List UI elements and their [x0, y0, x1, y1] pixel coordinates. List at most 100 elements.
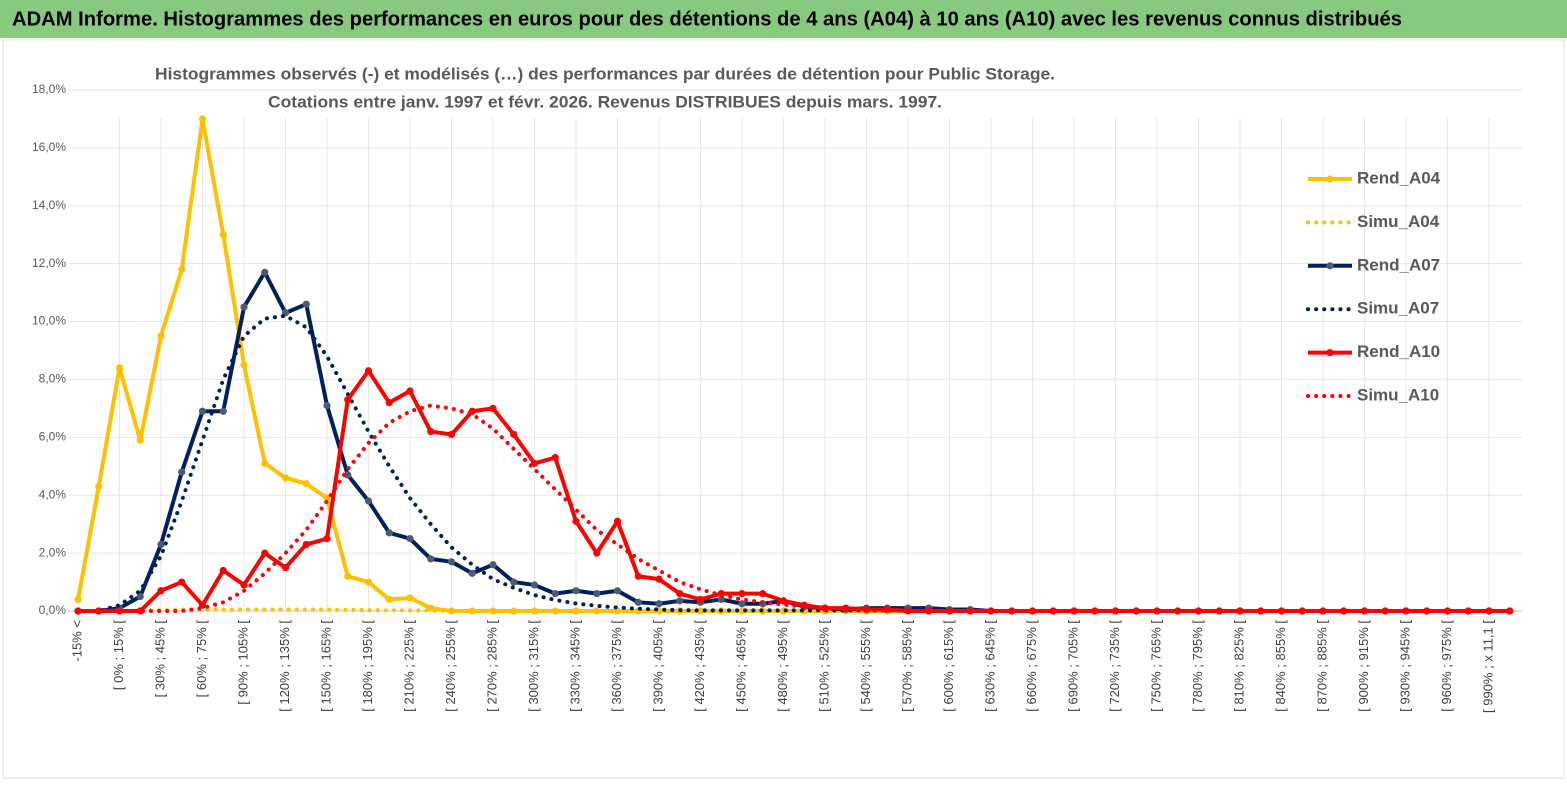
y-tick-label: 4,0% — [39, 487, 67, 501]
x-tick-label: [ 600% ; 615% [ — [941, 620, 956, 712]
y-tick-label: 10,0% — [32, 314, 66, 328]
chart-border — [2, 39, 1565, 779]
header-title: ADAM Informe. Histogrammes des performan… — [12, 8, 1402, 30]
series-marker — [261, 549, 269, 557]
y-tick-label: 0,0% — [39, 603, 67, 617]
series-marker — [530, 607, 539, 615]
x-tick-label: [ 690% ; 705% [ — [1065, 620, 1080, 712]
series-marker — [157, 587, 165, 595]
series-marker — [344, 572, 352, 580]
series-marker — [219, 231, 227, 239]
series-marker — [427, 427, 435, 436]
series-marker — [427, 555, 435, 563]
x-tick-label: [ 240% ; 255% [ — [443, 620, 458, 712]
series-marker — [219, 407, 227, 415]
legend-label: Simu_A04 — [1357, 212, 1440, 231]
series-marker — [302, 300, 310, 308]
series-marker — [676, 597, 684, 605]
series-marker — [302, 480, 310, 488]
series-marker — [364, 497, 373, 505]
series-marker — [261, 268, 269, 276]
x-tick-label: [ 360% ; 375% [ — [609, 620, 624, 712]
series-marker — [240, 361, 248, 369]
series-marker — [198, 115, 207, 123]
series-marker — [1257, 607, 1265, 615]
series-marker — [157, 540, 165, 549]
series-marker — [240, 303, 248, 311]
x-tick-label: [ 480% ; 495% [ — [775, 620, 790, 712]
x-tick-label: [ 180% ; 195% [ — [360, 620, 375, 712]
series-marker — [385, 595, 393, 604]
x-tick-label: [ 120% ; 135% [ — [277, 620, 292, 712]
series-marker — [178, 265, 186, 274]
y-tick-label: 2,0% — [39, 545, 67, 559]
series-marker — [468, 569, 476, 577]
series-marker — [136, 592, 144, 601]
x-tick-label: [ 210% ; 225% [ — [401, 620, 416, 712]
x-tick-label: [ 30% ; 45% [ — [152, 620, 167, 698]
y-tick-label: 18,0% — [32, 82, 66, 96]
series-marker — [1402, 607, 1410, 615]
series-marker — [1215, 607, 1223, 615]
series-marker — [1174, 607, 1182, 615]
series-marker — [634, 598, 642, 606]
series-marker — [261, 459, 269, 467]
legend-label: Rend_A04 — [1357, 168, 1441, 187]
legend-label: Rend_A10 — [1357, 342, 1440, 361]
series-marker — [364, 367, 373, 375]
series-marker — [883, 605, 891, 614]
series-marker — [95, 607, 103, 615]
series-marker — [510, 578, 518, 586]
x-tick-label: [ 900% ; 915% [ — [1356, 620, 1371, 712]
series-marker — [323, 535, 331, 543]
series-marker — [655, 575, 663, 583]
y-tick-label: 14,0% — [32, 198, 66, 212]
x-tick-label: [ 390% ; 405% [ — [650, 620, 665, 712]
series-marker — [157, 332, 165, 340]
series-marker — [613, 517, 622, 525]
x-tick-label: [ 450% ; 465% [ — [733, 620, 748, 712]
x-tick-label: [ 0% ; 15% [ — [111, 620, 126, 690]
x-tick-label: [ 420% ; 435% [ — [692, 620, 707, 712]
series-marker — [406, 387, 414, 395]
series-marker — [136, 436, 144, 444]
y-tick-label: 12,0% — [32, 256, 66, 270]
series-marker — [1360, 607, 1369, 615]
series-marker — [447, 430, 456, 439]
series-marker — [510, 430, 518, 439]
x-tick-label: [ 90% ; 105% [ — [235, 620, 250, 705]
x-tick-label: [ 750% ; 765% [ — [1148, 620, 1163, 712]
x-tick-label: [ 960% ; 975% [ — [1439, 620, 1454, 712]
series-marker — [593, 549, 601, 557]
series-marker — [738, 600, 746, 608]
series-marker — [406, 594, 414, 602]
series-marker — [198, 407, 207, 415]
x-tick-label: [ 810% ; 825% [ — [1231, 620, 1246, 712]
series-marker — [95, 482, 103, 491]
series-marker — [344, 396, 352, 404]
series-marker — [364, 578, 373, 586]
series-marker — [178, 578, 186, 586]
series-marker — [717, 595, 725, 604]
x-tick-label: [ 660% ; 675% [ — [1024, 620, 1039, 712]
series-marker — [281, 563, 290, 572]
header-bar — [0, 0, 1567, 38]
series-marker — [676, 590, 684, 598]
series-marker — [240, 581, 248, 589]
series-marker — [406, 535, 414, 543]
series-marker — [634, 572, 642, 580]
series-marker — [696, 595, 705, 604]
series-marker — [738, 590, 746, 598]
legend-marker — [1326, 175, 1334, 183]
subtitle: Histogrammes observés (-) et modélisés (… — [155, 64, 1055, 83]
series-marker — [385, 529, 393, 537]
series-marker — [613, 587, 622, 595]
y-tick-label: 8,0% — [39, 372, 67, 386]
series-marker — [779, 597, 788, 605]
series-marker — [572, 607, 580, 615]
x-tick-label: [ 630% ; 645% [ — [982, 620, 997, 712]
x-tick-label: [ 720% ; 735% [ — [1107, 620, 1122, 712]
series-marker — [1028, 607, 1037, 615]
series-marker — [115, 364, 124, 372]
